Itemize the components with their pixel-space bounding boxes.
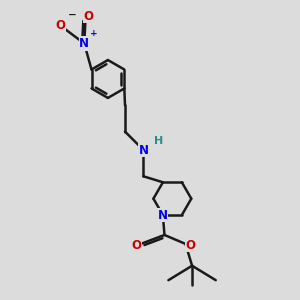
- Text: H: H: [154, 136, 164, 146]
- Text: N: N: [79, 37, 89, 50]
- Text: O: O: [55, 19, 65, 32]
- Text: +: +: [90, 29, 98, 38]
- Text: −: −: [68, 10, 77, 20]
- Text: O: O: [185, 239, 195, 252]
- Text: O: O: [84, 10, 94, 23]
- Text: O: O: [131, 239, 141, 252]
- Text: N: N: [158, 208, 168, 222]
- Text: N: N: [138, 143, 148, 157]
